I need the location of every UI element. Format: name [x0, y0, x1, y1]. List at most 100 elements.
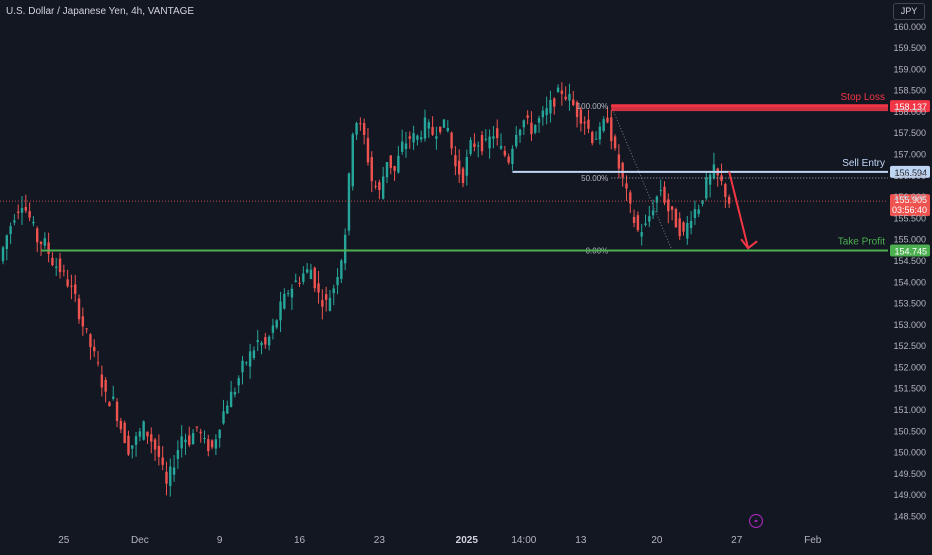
level-stop-loss[interactable]: Stop Loss 158.137	[611, 92, 930, 113]
level-sell-entry[interactable]: Sell Entry 156.594	[512, 158, 930, 178]
candle	[659, 179, 662, 197]
candle-body	[127, 435, 130, 455]
candle	[400, 129, 404, 155]
candle-body	[267, 336, 271, 346]
candle	[191, 429, 195, 445]
candle-body	[275, 320, 278, 328]
candle-body	[55, 266, 58, 268]
candle	[454, 146, 457, 176]
candle-body	[199, 431, 202, 434]
candle-body	[237, 378, 240, 386]
candle-body	[32, 221, 35, 224]
candle-body	[9, 226, 12, 235]
candle	[465, 149, 469, 186]
y-tick-label: 148.500	[893, 511, 926, 521]
x-tick-label: 23	[374, 535, 386, 546]
candle-body	[484, 138, 488, 140]
level-take-profit[interactable]: Take Profit 154.745	[41, 237, 930, 257]
candle-body	[610, 117, 613, 142]
current-price-badge	[890, 194, 930, 217]
candle	[708, 171, 712, 198]
y-tick-label: 160.000	[893, 22, 926, 32]
candle	[697, 204, 700, 218]
x-tick-label: 25	[58, 535, 70, 546]
candle-body	[381, 176, 385, 199]
x-tick-label: 27	[731, 535, 743, 546]
candle-body	[294, 280, 297, 282]
candle-body	[188, 435, 191, 445]
lightning-icon[interactable]	[748, 513, 764, 529]
lightning-icon-ring	[748, 513, 764, 529]
candle-body	[36, 228, 39, 243]
candle-body	[321, 300, 324, 307]
candle	[210, 439, 214, 450]
candle-body	[332, 288, 335, 294]
candle-body	[522, 120, 526, 128]
candle	[317, 271, 320, 304]
candle	[55, 257, 58, 276]
candle	[343, 228, 347, 271]
candle	[294, 273, 297, 283]
candle-body	[454, 155, 457, 167]
candle-body	[362, 123, 366, 135]
candle	[169, 458, 172, 497]
candle-body	[138, 431, 142, 437]
candle	[62, 264, 66, 277]
candle-body	[720, 175, 723, 182]
candle	[180, 425, 183, 458]
lightning-icon-bolt	[754, 517, 758, 525]
candle-body	[176, 449, 180, 459]
candle-body	[286, 293, 290, 295]
candle	[47, 232, 50, 263]
candle	[290, 284, 294, 310]
y-tick-label: 152.000	[893, 362, 926, 372]
candle	[606, 107, 609, 124]
candle	[108, 401, 111, 407]
level-name: Sell Entry	[842, 158, 885, 169]
candle-body	[51, 257, 54, 266]
y-tick-label: 150.000	[893, 448, 926, 458]
level-price-label: 158.137	[894, 102, 927, 112]
candle	[591, 130, 594, 146]
candle	[214, 434, 218, 456]
candle-body	[195, 426, 199, 428]
candle-body	[108, 402, 111, 407]
candle-body	[24, 207, 28, 211]
candle	[233, 387, 237, 398]
candle-body	[458, 160, 461, 175]
candle	[298, 276, 301, 288]
candle	[218, 429, 221, 448]
candle-body	[507, 156, 510, 163]
candle	[74, 274, 77, 303]
candle	[374, 180, 377, 190]
candle-body	[370, 157, 373, 182]
candle	[267, 335, 271, 351]
candle	[93, 339, 96, 358]
candle-body	[1, 247, 5, 262]
candle	[438, 126, 442, 135]
candle-body	[378, 182, 381, 190]
candle-body	[180, 436, 183, 449]
candle-body	[283, 293, 286, 309]
candle	[100, 365, 104, 397]
candle-body	[351, 134, 354, 187]
candle-body	[100, 374, 104, 388]
candle	[473, 133, 476, 152]
candle-body	[560, 90, 564, 94]
candle	[389, 155, 392, 175]
currency-selector[interactable]: JPY	[893, 3, 925, 20]
candle	[248, 343, 252, 379]
candle	[370, 151, 373, 193]
candle	[534, 124, 537, 135]
y-tick-label: 150.500	[893, 426, 926, 436]
candle-body	[112, 396, 115, 399]
candle	[705, 171, 708, 201]
candle	[271, 318, 275, 340]
candle-body	[564, 96, 567, 100]
candle	[674, 207, 678, 228]
candle	[51, 252, 54, 267]
candle	[146, 431, 149, 445]
candle-body	[674, 209, 678, 228]
candle	[667, 193, 670, 224]
